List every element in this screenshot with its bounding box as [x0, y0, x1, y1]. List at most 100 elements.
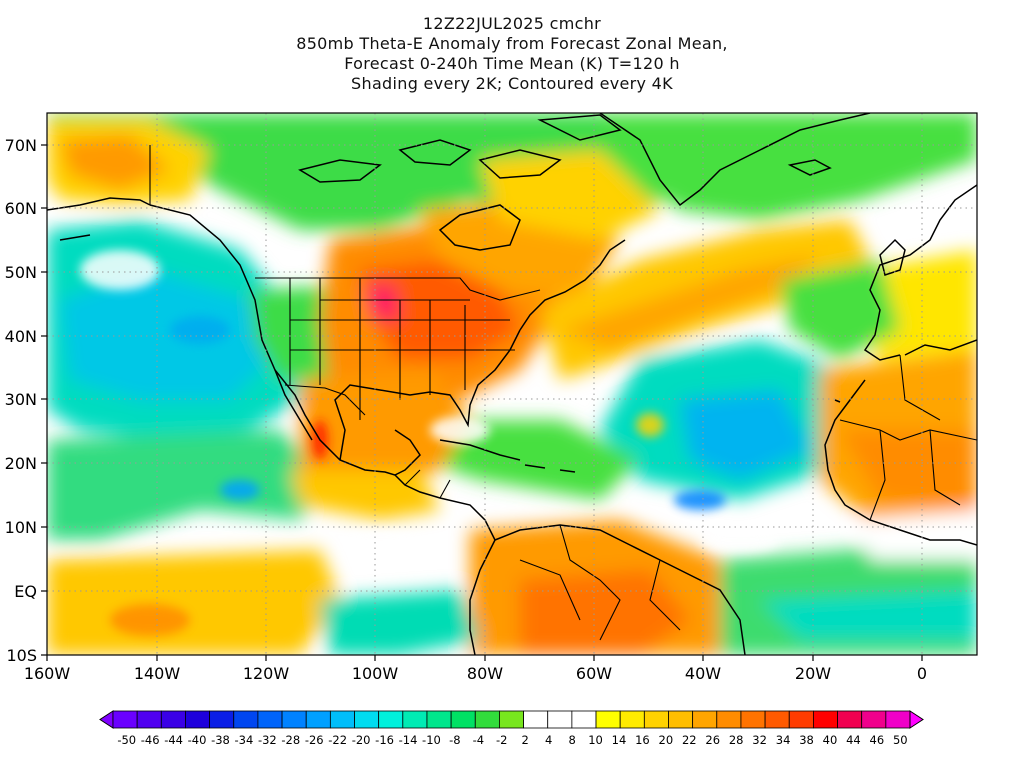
colorbar-swatch [233, 710, 259, 729]
colorbar-tick-label: 22 [682, 733, 697, 747]
colorbar-swatch [523, 710, 549, 729]
colorbar-tick-label: -10 [422, 733, 441, 747]
colorbar-swatch [837, 710, 863, 729]
colorbar-tick-label: -40 [188, 733, 207, 747]
country-borders [149, 145, 977, 641]
coastlines [47, 113, 977, 655]
colorbar-tick-label: -44 [164, 733, 183, 747]
colorbar-tick-label: -4 [473, 733, 484, 747]
lon-label: 80W [467, 664, 503, 683]
colorbar-tick-label: -14 [399, 733, 418, 747]
map-title: 12Z22JUL2025 cmchr 850mb Theta-E Anomaly… [0, 14, 1024, 94]
colorbar-tick-label: 4 [545, 733, 552, 747]
colorbar-swatch [885, 710, 911, 729]
lat-label: 10S [6, 646, 37, 665]
lat-label: EQ [14, 582, 37, 601]
colorbar-tick-label: 40 [823, 733, 838, 747]
lon-label: 120W [243, 664, 290, 683]
colorbar-tick-label: 2 [522, 733, 529, 747]
colorbar-tick-label: -8 [449, 733, 460, 747]
colorbar-tick-label: 8 [568, 733, 575, 747]
colorbar-tick-label: 32 [752, 733, 767, 747]
colorbar-tick-label: 28 [729, 733, 744, 747]
colorbar-swatch [136, 710, 162, 729]
lat-label: 40N [5, 327, 37, 346]
lon-label: 0 [917, 664, 927, 683]
colorbar-tick-label: 26 [705, 733, 720, 747]
colorbar-tick-label: 16 [635, 733, 650, 747]
colorbar-swatch [354, 710, 380, 729]
colorbar-swatch [668, 710, 694, 729]
colorbar-tick-label: -50 [117, 733, 136, 747]
graticule [47, 113, 977, 655]
colorbar-tick-label: 50 [893, 733, 908, 747]
colorbar-swatch [812, 710, 838, 729]
colorbar-swatch [547, 710, 573, 729]
colorbar-swatch [185, 710, 211, 729]
colorbar-swatch [450, 710, 476, 729]
colorbar-tick-label: 46 [870, 733, 885, 747]
colorbar-swatch [305, 710, 331, 729]
colorbar [99, 710, 924, 729]
colorbar-tick-label: 38 [799, 733, 814, 747]
colorbar-high-arrow [909, 710, 924, 729]
colorbar-tick-label: 20 [659, 733, 674, 747]
colorbar-swatch [281, 710, 307, 729]
lat-label: 10N [5, 518, 37, 537]
lat-label: 20N [5, 454, 37, 473]
colorbar-swatch [692, 710, 718, 729]
colorbar-swatch [112, 710, 138, 729]
lat-label: 70N [5, 136, 37, 155]
lon-label: 100W [352, 664, 399, 683]
colorbar-swatch [595, 710, 621, 729]
map-frame [46, 112, 978, 656]
colorbar-swatch [643, 710, 669, 729]
title-line-2: 850mb Theta-E Anomaly from Forecast Zona… [296, 34, 728, 53]
colorbar-tick-label: 34 [776, 733, 791, 747]
lon-label: 140W [134, 664, 181, 683]
colorbar-tick-label: -22 [328, 733, 347, 747]
colorbar-tick-label: -38 [211, 733, 230, 747]
lat-label: 50N [5, 263, 37, 282]
colorbar-tick-label: -28 [281, 733, 300, 747]
colorbar-swatch [378, 710, 404, 729]
latitude-labels: 70N 60N 50N 40N 30N 20N 10N EQ 10S [5, 136, 37, 665]
axis-ticks [41, 144, 923, 661]
colorbar-swatch [788, 710, 814, 729]
colorbar-swatch [474, 710, 500, 729]
title-line-3: Forecast 0-240h Time Mean (K) T=120 h [344, 54, 680, 73]
colorbar-swatch [402, 710, 428, 729]
colorbar-swatch [257, 710, 283, 729]
title-line-4: Shading every 2K; Contoured every 4K [351, 74, 673, 93]
colorbar-swatch [329, 710, 355, 729]
longitude-labels: 160W 140W 120W 100W 80W 60W 40W 20W 0 [24, 664, 927, 683]
colorbar-tick-label: 44 [846, 733, 861, 747]
colorbar-tick-label: -32 [258, 733, 277, 747]
colorbar-labels: -50 -46 -44 -40 -38 -34 -32 -28 -26 -22 -20 -16 -14-… [117, 733, 907, 747]
title-line-1: 12Z22JUL2025 cmchr [422, 14, 602, 33]
colorbar-tick-label: 14 [612, 733, 627, 747]
lon-label: 20W [795, 664, 831, 683]
lat-label: 60N [5, 199, 37, 218]
colorbar-tick-label: -46 [141, 733, 160, 747]
colorbar-swatch [861, 710, 887, 729]
lon-label: 40W [685, 664, 721, 683]
colorbar-tick-label: -20 [352, 733, 371, 747]
colorbar-tick-label: -34 [235, 733, 254, 747]
colorbar-swatch [716, 710, 742, 729]
colorbar-tick-label: -26 [305, 733, 324, 747]
lon-label: 60W [576, 664, 612, 683]
anomaly-shading [47, 113, 977, 655]
colorbar-swatch [426, 710, 452, 729]
lon-label: 160W [24, 664, 71, 683]
colorbar-swatch [209, 710, 235, 729]
colorbar-swatch [499, 710, 524, 729]
lat-label: 30N [5, 390, 37, 409]
colorbar-tick-label: -2 [496, 733, 507, 747]
colorbar-swatch [571, 710, 597, 729]
colorbar-swatch [160, 710, 186, 729]
colorbar-swatch [740, 710, 766, 729]
colorbar-swatch [764, 710, 790, 729]
colorbar-tick-label: 10 [588, 733, 603, 747]
